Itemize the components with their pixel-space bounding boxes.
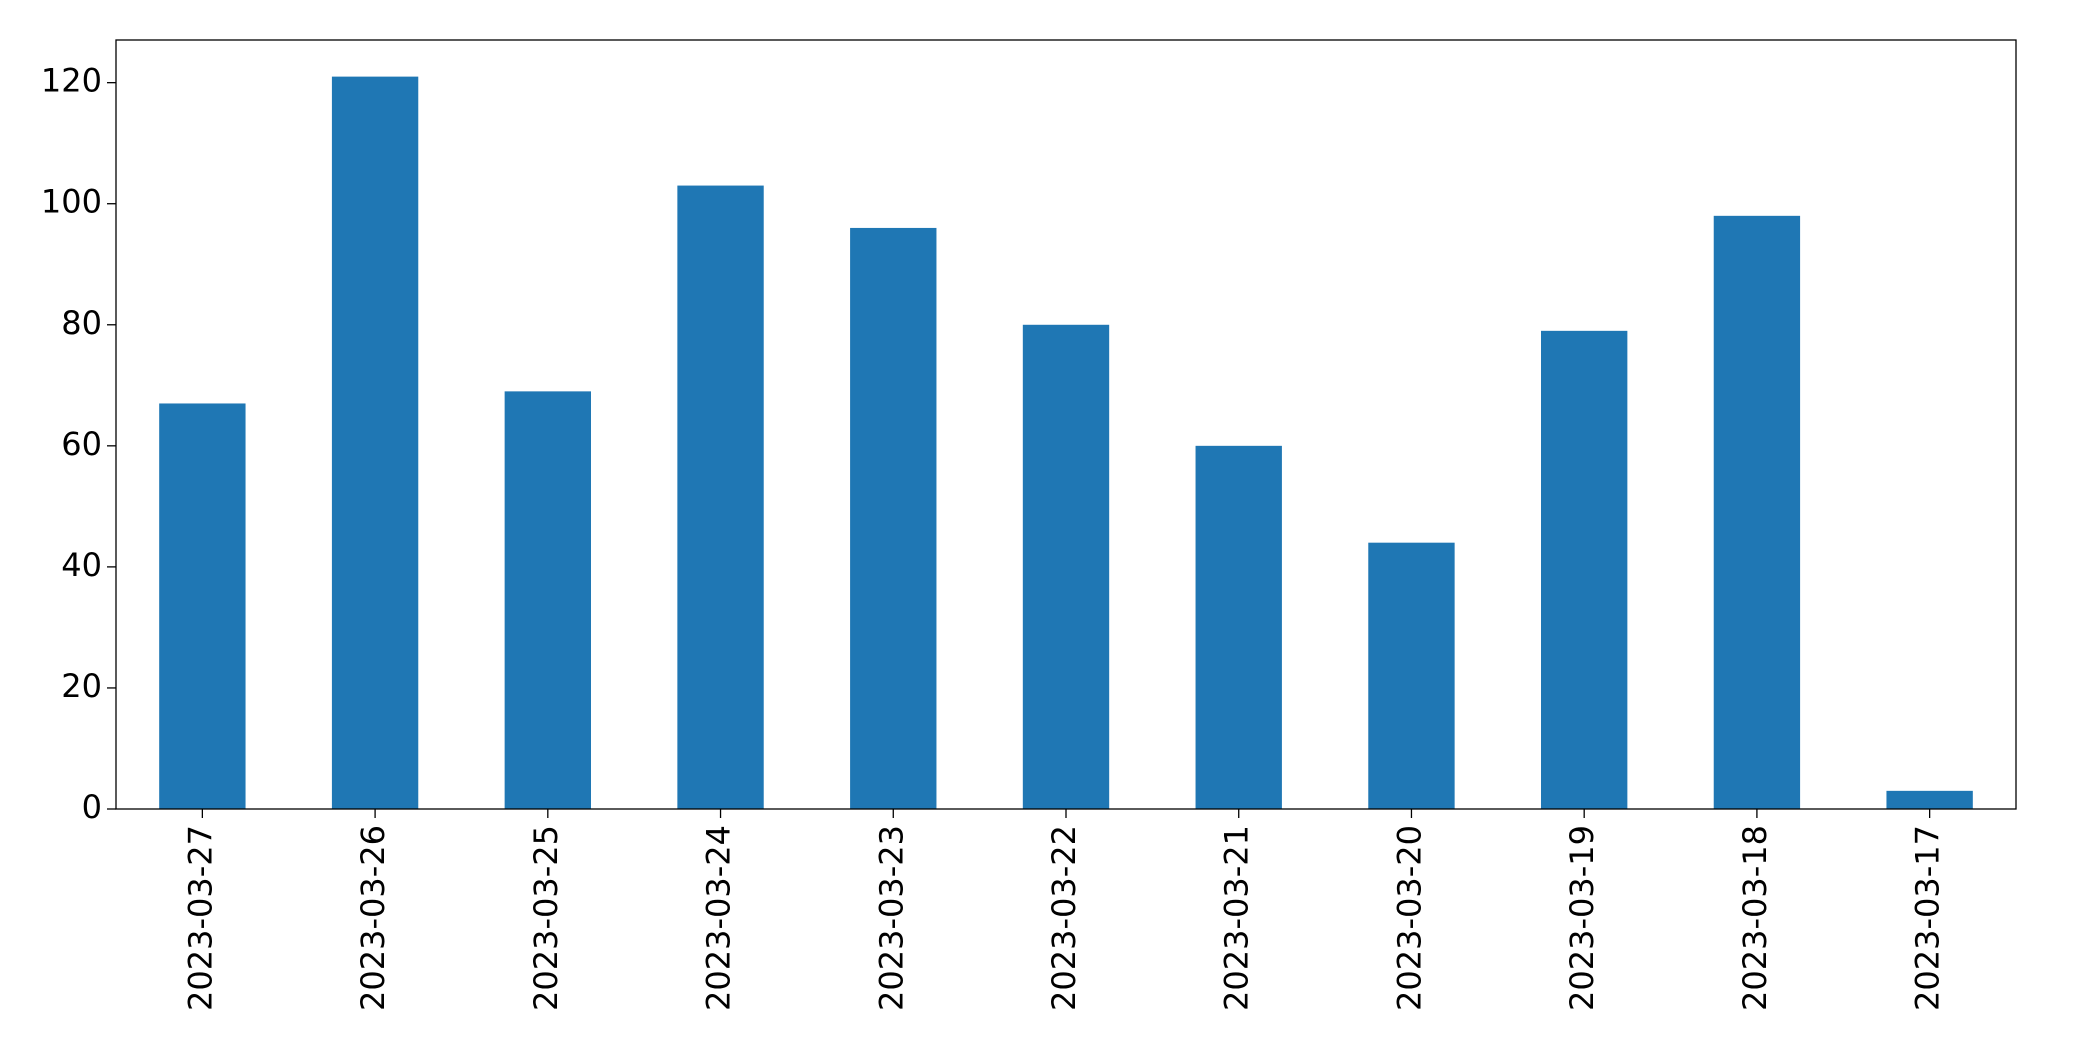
bar <box>1195 445 1282 809</box>
bar <box>504 391 591 809</box>
y-tick-label: 80 <box>61 304 102 342</box>
x-tick-label: 2023-03-24 <box>700 825 738 1011</box>
bar <box>1886 790 1973 809</box>
x-tick-label: 2023-03-18 <box>1736 825 1774 1011</box>
bar <box>1541 330 1628 809</box>
bar <box>1368 542 1455 809</box>
bar <box>677 185 764 809</box>
bar <box>159 403 246 809</box>
y-tick-label: 120 <box>41 62 102 100</box>
x-tick-label: 2023-03-20 <box>1390 825 1428 1011</box>
x-tick-label: 2023-03-26 <box>354 825 392 1011</box>
x-tick-label: 2023-03-25 <box>527 825 565 1011</box>
x-tick-label: 2023-03-21 <box>1218 825 1256 1011</box>
x-tick-label: 2023-03-19 <box>1563 825 1601 1011</box>
plot-frame <box>115 39 2017 810</box>
y-tick-label: 100 <box>41 183 102 221</box>
y-tick-label: 40 <box>61 546 102 584</box>
x-tick-label: 2023-03-17 <box>1909 825 1947 1011</box>
bar <box>850 227 937 809</box>
y-tick-label: 0 <box>82 788 102 826</box>
bar <box>1022 324 1110 809</box>
y-tick-label: 20 <box>61 667 102 705</box>
bar <box>1713 215 1801 809</box>
x-tick-label: 2023-03-23 <box>872 825 910 1011</box>
x-tick-label: 2023-03-27 <box>181 825 219 1011</box>
y-tick-label: 60 <box>61 425 102 463</box>
bar <box>331 76 419 810</box>
x-tick-label: 2023-03-22 <box>1045 825 1083 1011</box>
